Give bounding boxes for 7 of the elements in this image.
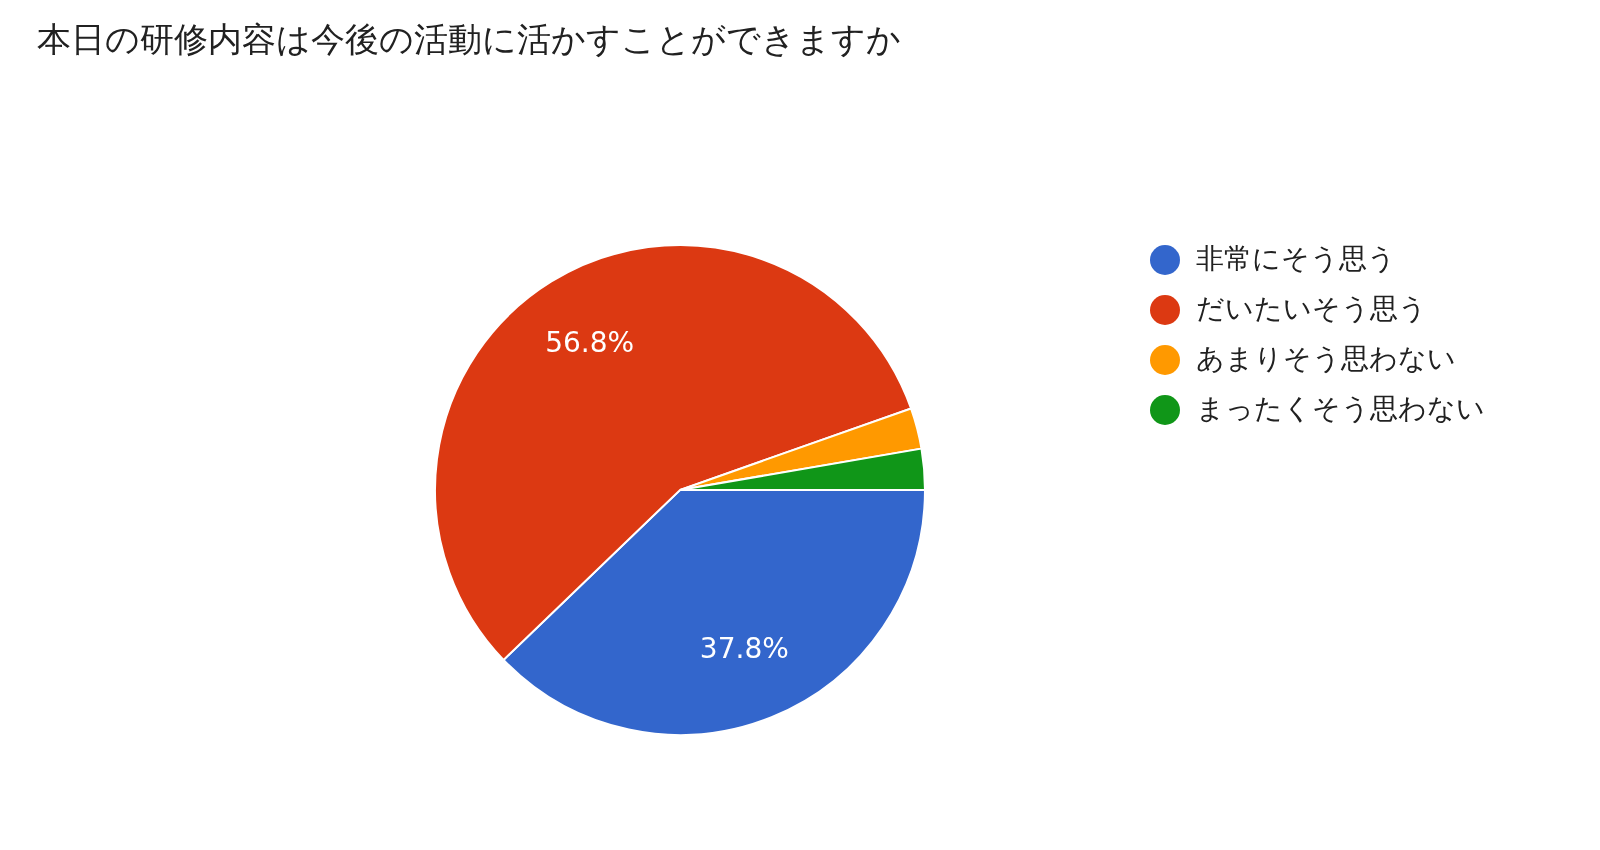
legend-label: あまりそう思わない [1196, 342, 1456, 375]
chart-title: 本日の研修内容は今後の活動に活かすことができますか [37, 19, 901, 59]
legend-label: だいたいそう思う [1196, 292, 1427, 325]
data-label: 37.8% [699, 631, 789, 665]
data-label: 56.8% [545, 325, 635, 359]
legend-label: まったくそう思わない [1196, 392, 1485, 425]
legend-label: 非常にそう思う [1196, 242, 1396, 275]
